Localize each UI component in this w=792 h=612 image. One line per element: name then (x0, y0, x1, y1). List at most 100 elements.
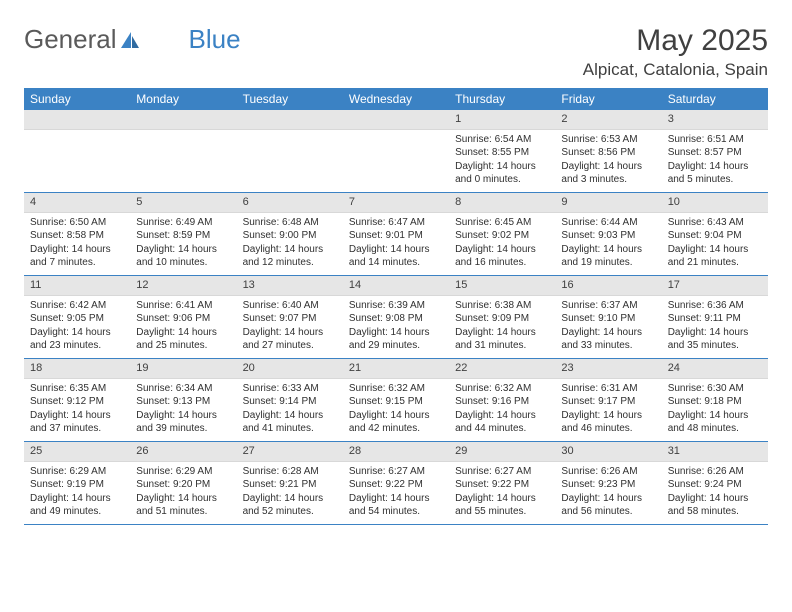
day-content: Sunrise: 6:40 AMSunset: 9:07 PMDaylight:… (237, 296, 343, 357)
dow-header-row: SundayMondayTuesdayWednesdayThursdayFrid… (24, 88, 768, 110)
day-number: 28 (343, 442, 449, 462)
sunset-line: Sunset: 8:55 PM (455, 146, 549, 160)
day-number (343, 110, 449, 130)
daylight-line: Daylight: 14 hours and 56 minutes. (561, 492, 655, 519)
day-number: 23 (555, 359, 661, 379)
sunset-line: Sunset: 9:21 PM (243, 478, 337, 492)
daylight-line: Daylight: 14 hours and 0 minutes. (455, 160, 549, 187)
day-number: 18 (24, 359, 130, 379)
daylight-line: Daylight: 14 hours and 42 minutes. (349, 409, 443, 436)
sunset-line: Sunset: 9:11 PM (668, 312, 762, 326)
dow-cell: Wednesday (343, 88, 449, 110)
day-number: 1 (449, 110, 555, 130)
day-number: 6 (237, 193, 343, 213)
day-cell: 20Sunrise: 6:33 AMSunset: 9:14 PMDayligh… (237, 359, 343, 441)
daylight-line: Daylight: 14 hours and 16 minutes. (455, 243, 549, 270)
day-number: 25 (24, 442, 130, 462)
daylight-line: Daylight: 14 hours and 51 minutes. (136, 492, 230, 519)
day-number: 20 (237, 359, 343, 379)
daylight-line: Daylight: 14 hours and 33 minutes. (561, 326, 655, 353)
day-cell: 8Sunrise: 6:45 AMSunset: 9:02 PMDaylight… (449, 193, 555, 275)
day-cell: 21Sunrise: 6:32 AMSunset: 9:15 PMDayligh… (343, 359, 449, 441)
day-content: Sunrise: 6:39 AMSunset: 9:08 PMDaylight:… (343, 296, 449, 357)
sunrise-line: Sunrise: 6:27 AM (455, 465, 549, 479)
day-cell: 17Sunrise: 6:36 AMSunset: 9:11 PMDayligh… (662, 276, 768, 358)
sunrise-line: Sunrise: 6:34 AM (136, 382, 230, 396)
sunrise-line: Sunrise: 6:54 AM (455, 133, 549, 147)
sunrise-line: Sunrise: 6:29 AM (136, 465, 230, 479)
day-content: Sunrise: 6:53 AMSunset: 8:56 PMDaylight:… (555, 130, 661, 191)
sunrise-line: Sunrise: 6:41 AM (136, 299, 230, 313)
day-number: 15 (449, 276, 555, 296)
sunrise-line: Sunrise: 6:26 AM (668, 465, 762, 479)
day-content: Sunrise: 6:26 AMSunset: 9:24 PMDaylight:… (662, 462, 768, 523)
day-cell (24, 110, 130, 192)
sunset-line: Sunset: 9:06 PM (136, 312, 230, 326)
sunset-line: Sunset: 9:23 PM (561, 478, 655, 492)
sunrise-line: Sunrise: 6:36 AM (668, 299, 762, 313)
day-number: 9 (555, 193, 661, 213)
sunrise-line: Sunrise: 6:43 AM (668, 216, 762, 230)
daylight-line: Daylight: 14 hours and 14 minutes. (349, 243, 443, 270)
day-content: Sunrise: 6:48 AMSunset: 9:00 PMDaylight:… (237, 213, 343, 274)
sunset-line: Sunset: 9:16 PM (455, 395, 549, 409)
month-title: May 2025 (583, 24, 768, 58)
sunrise-line: Sunrise: 6:45 AM (455, 216, 549, 230)
day-number: 31 (662, 442, 768, 462)
day-cell (237, 110, 343, 192)
day-content: Sunrise: 6:31 AMSunset: 9:17 PMDaylight:… (555, 379, 661, 440)
day-cell: 16Sunrise: 6:37 AMSunset: 9:10 PMDayligh… (555, 276, 661, 358)
sunset-line: Sunset: 9:07 PM (243, 312, 337, 326)
sunrise-line: Sunrise: 6:50 AM (30, 216, 124, 230)
sunrise-line: Sunrise: 6:28 AM (243, 465, 337, 479)
day-content: Sunrise: 6:36 AMSunset: 9:11 PMDaylight:… (662, 296, 768, 357)
day-cell: 19Sunrise: 6:34 AMSunset: 9:13 PMDayligh… (130, 359, 236, 441)
day-content: Sunrise: 6:33 AMSunset: 9:14 PMDaylight:… (237, 379, 343, 440)
sunrise-line: Sunrise: 6:42 AM (30, 299, 124, 313)
sunset-line: Sunset: 9:24 PM (668, 478, 762, 492)
daylight-line: Daylight: 14 hours and 25 minutes. (136, 326, 230, 353)
sunrise-line: Sunrise: 6:27 AM (349, 465, 443, 479)
day-content: Sunrise: 6:35 AMSunset: 9:12 PMDaylight:… (24, 379, 130, 440)
day-number: 19 (130, 359, 236, 379)
logo: General Blue (24, 24, 241, 55)
sunset-line: Sunset: 8:58 PM (30, 229, 124, 243)
week-row: 4Sunrise: 6:50 AMSunset: 8:58 PMDaylight… (24, 193, 768, 276)
sunrise-line: Sunrise: 6:35 AM (30, 382, 124, 396)
sunset-line: Sunset: 9:09 PM (455, 312, 549, 326)
sunset-line: Sunset: 9:00 PM (243, 229, 337, 243)
day-content: Sunrise: 6:26 AMSunset: 9:23 PMDaylight:… (555, 462, 661, 523)
day-content: Sunrise: 6:44 AMSunset: 9:03 PMDaylight:… (555, 213, 661, 274)
daylight-line: Daylight: 14 hours and 35 minutes. (668, 326, 762, 353)
week-row: 25Sunrise: 6:29 AMSunset: 9:19 PMDayligh… (24, 442, 768, 525)
day-cell: 18Sunrise: 6:35 AMSunset: 9:12 PMDayligh… (24, 359, 130, 441)
sunrise-line: Sunrise: 6:47 AM (349, 216, 443, 230)
day-cell: 10Sunrise: 6:43 AMSunset: 9:04 PMDayligh… (662, 193, 768, 275)
daylight-line: Daylight: 14 hours and 41 minutes. (243, 409, 337, 436)
sunset-line: Sunset: 9:17 PM (561, 395, 655, 409)
daylight-line: Daylight: 14 hours and 7 minutes. (30, 243, 124, 270)
sunrise-line: Sunrise: 6:49 AM (136, 216, 230, 230)
location: Alpicat, Catalonia, Spain (583, 60, 768, 80)
day-cell: 26Sunrise: 6:29 AMSunset: 9:20 PMDayligh… (130, 442, 236, 524)
day-content: Sunrise: 6:27 AMSunset: 9:22 PMDaylight:… (449, 462, 555, 523)
day-number (237, 110, 343, 130)
day-content: Sunrise: 6:27 AMSunset: 9:22 PMDaylight:… (343, 462, 449, 523)
daylight-line: Daylight: 14 hours and 23 minutes. (30, 326, 124, 353)
sunset-line: Sunset: 9:22 PM (349, 478, 443, 492)
sunset-line: Sunset: 9:13 PM (136, 395, 230, 409)
day-number: 27 (237, 442, 343, 462)
sunrise-line: Sunrise: 6:37 AM (561, 299, 655, 313)
title-block: May 2025 Alpicat, Catalonia, Spain (583, 24, 768, 80)
day-number (130, 110, 236, 130)
sunrise-line: Sunrise: 6:53 AM (561, 133, 655, 147)
sunset-line: Sunset: 9:10 PM (561, 312, 655, 326)
day-number: 11 (24, 276, 130, 296)
day-number: 17 (662, 276, 768, 296)
sunset-line: Sunset: 9:04 PM (668, 229, 762, 243)
day-number: 4 (24, 193, 130, 213)
day-cell: 29Sunrise: 6:27 AMSunset: 9:22 PMDayligh… (449, 442, 555, 524)
daylight-line: Daylight: 14 hours and 3 minutes. (561, 160, 655, 187)
day-cell: 7Sunrise: 6:47 AMSunset: 9:01 PMDaylight… (343, 193, 449, 275)
daylight-line: Daylight: 14 hours and 58 minutes. (668, 492, 762, 519)
